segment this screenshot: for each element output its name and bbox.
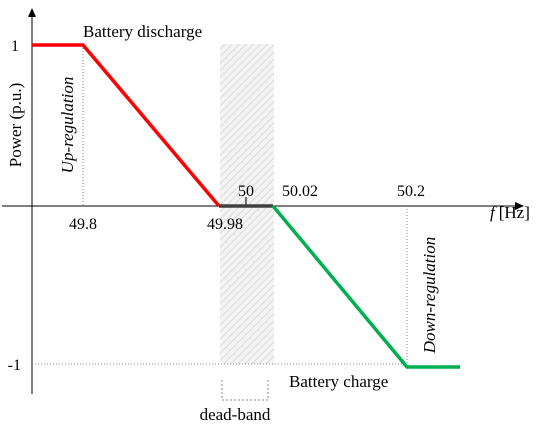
x-tick-label-50-2: 50.2 xyxy=(397,183,425,200)
series-line-2 xyxy=(271,204,460,369)
up-regulation-label: Up-regulation xyxy=(58,77,77,174)
x-axis-title: f [Hz] xyxy=(490,203,530,222)
series-line-0 xyxy=(32,43,221,208)
x-tick-label-49-8: 49.8 xyxy=(69,216,97,233)
x-axis-variable: f xyxy=(490,203,497,222)
x-tick-label-50-02: 50.02 xyxy=(282,183,318,200)
dead-band-bracket xyxy=(221,380,269,401)
y-tick-label-1: 1 xyxy=(11,38,19,55)
down-regulation-label: Down-regulation xyxy=(420,237,439,354)
x-axis-arrowhead xyxy=(515,202,524,210)
x-tick-label-49-98: 49.98 xyxy=(207,216,243,233)
x-axis-unit: [Hz] xyxy=(499,203,530,222)
battery-discharge-label: Battery discharge xyxy=(83,22,202,41)
y-tick-label-minus-1: -1 xyxy=(8,357,21,374)
battery-charge-label: Battery charge xyxy=(289,372,388,391)
dead-band-label: dead-band xyxy=(200,405,271,424)
y-axis-arrowhead xyxy=(28,8,36,17)
dead-band-region xyxy=(220,44,274,364)
y-axis-title: Power (p.u.) xyxy=(6,83,25,168)
x-tick-label-50: 50 xyxy=(238,183,254,200)
